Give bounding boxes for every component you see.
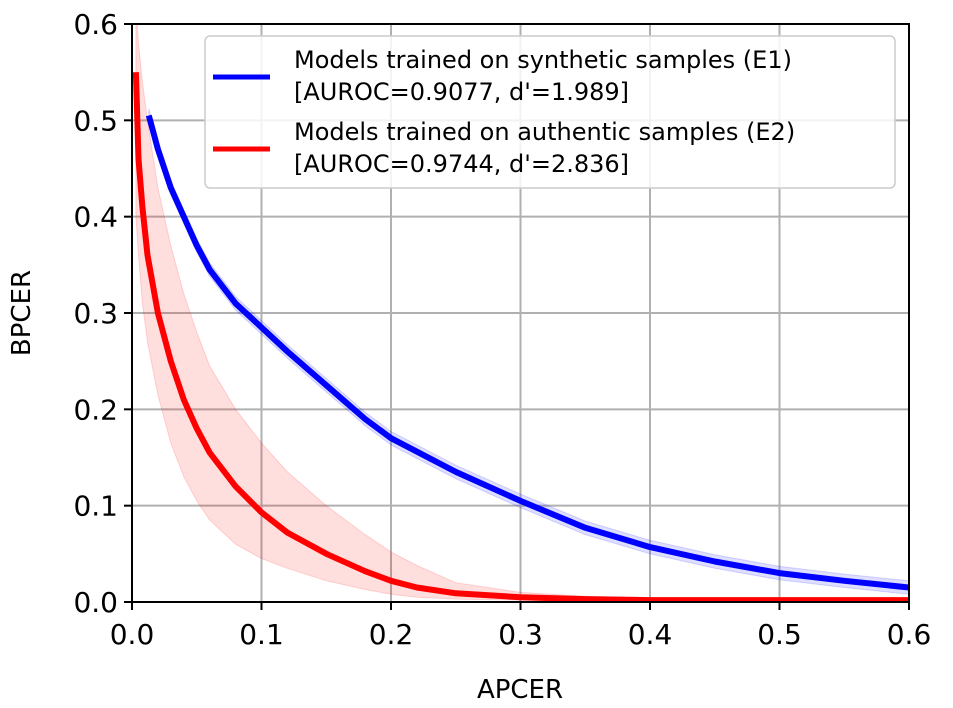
y-axis-title: BPCER [7, 270, 37, 356]
x-tick-label: 0.0 [110, 618, 155, 651]
x-tick-label: 0.5 [757, 618, 802, 651]
y-tick-label: 0.0 [73, 586, 118, 619]
legend-box [204, 35, 896, 189]
y-tick-label: 0.4 [73, 201, 118, 234]
series-line-1 [145, 114, 909, 591]
x-tick-label: 0.2 [369, 618, 414, 651]
series-lines [132, 72, 909, 602]
confidence-band-1 [148, 108, 909, 595]
x-axis-ticks: 0.0 0.1 0.2 0.3 0.4 0.5 0.6 [110, 602, 932, 651]
x-tick-label: 0.4 [628, 618, 673, 651]
confidence-band-2 [135, 24, 909, 602]
confidence-bands [135, 24, 909, 602]
y-tick-label: 0.3 [73, 297, 118, 330]
legend-label-e2: Models trained on authentic samples (E2) [294, 118, 795, 146]
legend-label-e2-metrics: [AUROC=0.9744, d'=2.836] [294, 150, 629, 178]
x-tick-label: 0.3 [498, 618, 543, 651]
x-tick-label: 0.1 [239, 618, 284, 651]
y-tick-label: 0.5 [73, 104, 118, 137]
series-line-2 [132, 72, 909, 602]
y-axis-ticks: 0.0 0.1 0.2 0.3 0.4 0.5 0.6 [73, 8, 132, 619]
x-tick-label: 0.6 [887, 618, 932, 651]
legend: Models trained on synthetic samples (E1)… [204, 35, 896, 189]
y-tick-label: 0.2 [73, 393, 118, 426]
x-axis-title: APCER [477, 675, 563, 705]
y-tick-label: 0.6 [73, 8, 118, 41]
legend-label-e1: Models trained on synthetic samples (E1) [294, 46, 792, 74]
legend-label-e1-metrics: [AUROC=0.9077, d'=1.989] [294, 78, 629, 106]
y-tick-label: 0.1 [73, 490, 118, 523]
